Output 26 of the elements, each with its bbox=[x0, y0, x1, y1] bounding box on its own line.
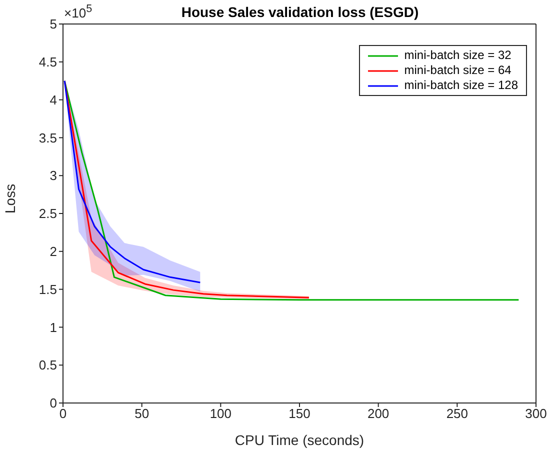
y-tick-label: 5 bbox=[50, 16, 57, 32]
legend-label: mini-batch size = 128 bbox=[404, 78, 518, 93]
text: ×10$^{5}$ bbox=[64, 3, 92, 20]
y-tick-label: 2.5 bbox=[38, 206, 57, 222]
line-series bbox=[64, 80, 520, 301]
y-tick-label: 1.5 bbox=[38, 282, 57, 297]
chart-title: House Sales validation loss (ESGD) bbox=[181, 4, 419, 20]
y-tick-label: 4 bbox=[50, 92, 57, 108]
x-tick-label: 200 bbox=[367, 406, 390, 422]
y-tick-label: 0 bbox=[50, 396, 57, 411]
x-axis-title: CPU Time (seconds) bbox=[234, 432, 364, 448]
x-tick-label: 0 bbox=[59, 406, 67, 422]
y-tick-label: 0.5 bbox=[38, 358, 57, 373]
y-tick-label: 3 bbox=[50, 168, 57, 184]
legend-label: mini-batch size = 64 bbox=[404, 63, 512, 78]
x-tick-label: 250 bbox=[446, 406, 468, 422]
y-tick-label: 4.5 bbox=[38, 54, 57, 70]
y-tick-label: 3.5 bbox=[38, 130, 57, 146]
x-tick-label: 100 bbox=[210, 406, 232, 422]
x-tick-label: 150 bbox=[288, 406, 310, 422]
y-axis-title: Loss bbox=[2, 184, 18, 214]
x-tick-label: 50 bbox=[134, 406, 150, 422]
x-tick-label: 300 bbox=[525, 406, 547, 422]
legend-label: mini-batch size = 32 bbox=[404, 48, 512, 63]
y-tick-label: 1 bbox=[50, 320, 57, 335]
y-tick-label: 2 bbox=[50, 244, 57, 260]
